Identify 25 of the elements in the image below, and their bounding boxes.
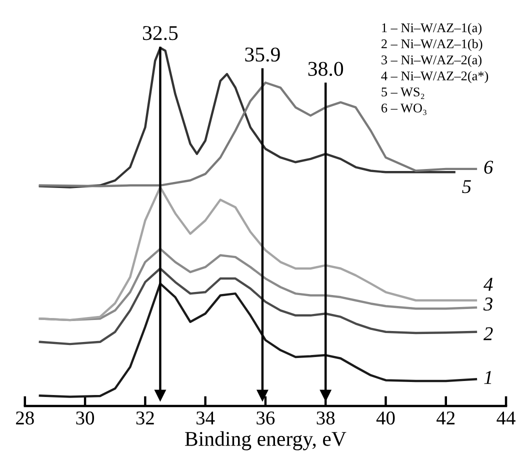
annotation: 6 – WO₃ xyxy=(382,104,426,116)
x-tick-label: 32 xyxy=(136,412,154,425)
ref-line-label: 32.5 xyxy=(142,26,178,40)
ref-line-label: 35.9 xyxy=(245,48,280,62)
x-tick-label: 34 xyxy=(196,412,215,425)
x-tick-label: 30 xyxy=(76,411,94,425)
annotation: 4 – Ni–W/AZ–2(a*) xyxy=(381,71,488,84)
series-label: 1 xyxy=(484,371,492,384)
series-label: 5 xyxy=(462,180,471,194)
x-tick-label: 44 xyxy=(496,412,516,424)
annotation: 3 – Ni–W/AZ–2(a) xyxy=(382,55,482,68)
series-label: 3 xyxy=(483,298,493,311)
x-tick-label: 28 xyxy=(16,411,34,425)
x-axis-title: Binding energy, eV xyxy=(185,431,346,450)
series-label: 2 xyxy=(483,327,493,340)
annotation: 5 – WS₂ xyxy=(382,88,424,99)
text: 1 – Ni–W/AZ–1(a) xyxy=(382,22,482,35)
x-tick-label: 36 xyxy=(256,412,275,425)
ref-line-label: 38.0 xyxy=(308,62,344,76)
x-tick-label: 42 xyxy=(436,412,455,424)
series-label: 6 xyxy=(484,160,494,174)
x-tick-label: 40 xyxy=(376,411,395,425)
x-tick-label: 38 xyxy=(316,411,335,425)
series-label: 4 xyxy=(484,278,493,291)
annotation: 2 – Ni–W/AZ–1(b) xyxy=(382,39,482,51)
